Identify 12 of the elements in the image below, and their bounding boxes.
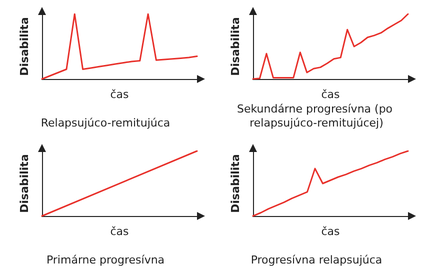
- x-axis-title: čas: [110, 225, 130, 238]
- text: Sekundárne progresívna (po relapsujúco-remitujúcej): [236, 102, 396, 130]
- y-axis-title: Disabilita: [229, 17, 242, 76]
- text: Primárne progresívna: [46, 254, 165, 266]
- text: Relapsujúco-remitujúca: [40, 116, 170, 130]
- y-axis-title: Disabilita: [18, 154, 31, 213]
- text: Progresívna relapsujúca: [250, 254, 382, 266]
- y-axis-title: Disabilita: [229, 154, 242, 213]
- y-axis-title: Disabilita: [18, 17, 31, 76]
- x-axis-title: čas: [321, 88, 340, 101]
- x-axis-title: čas: [110, 88, 130, 101]
- x-axis-title: čas: [321, 225, 340, 238]
